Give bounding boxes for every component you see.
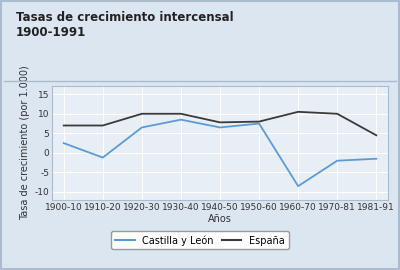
X-axis label: Años: Años xyxy=(208,214,232,224)
Legend: Castilla y León, España: Castilla y León, España xyxy=(111,231,289,249)
Y-axis label: Tasa de crecimiento (por 1.000): Tasa de crecimiento (por 1.000) xyxy=(20,66,30,221)
Text: Tasas de crecimiento intercensal
1900-1991: Tasas de crecimiento intercensal 1900-19… xyxy=(16,11,234,39)
